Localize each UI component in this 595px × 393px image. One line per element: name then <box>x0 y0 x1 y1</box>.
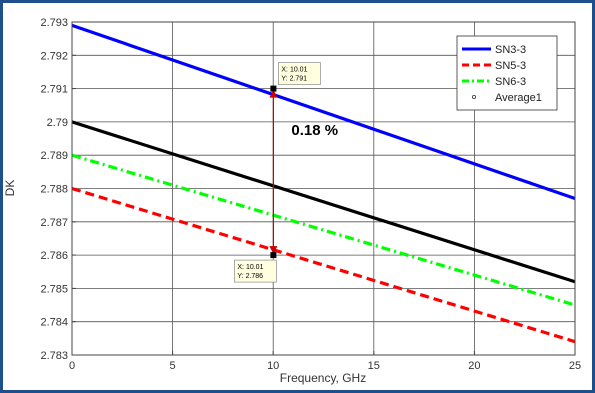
difference-label: 0.18 % <box>291 122 338 139</box>
x-tick-label: 25 <box>569 360 581 372</box>
series-line-average1 <box>71 120 576 284</box>
y-tick-label: 2.791 <box>40 84 68 96</box>
legend-label-sn5-3: SN5-3 <box>495 60 526 72</box>
y-tick-label: 2.786 <box>40 250 68 262</box>
legend: SN3-3 SN5-3 SN6-3 Average1 <box>456 35 558 111</box>
y-tick-label: 2.792 <box>40 50 68 62</box>
legend-marker-average1 <box>471 95 476 100</box>
datatip-bottom-line2: Y: 2.786 <box>237 273 263 280</box>
x-tick-label: 0 <box>69 360 75 372</box>
tick-labels: 0 5 10 15 20 25 2.783 2.784 2.785 2.786 2.787 2.788… <box>40 17 581 372</box>
x-tick-label: 20 <box>468 360 480 372</box>
y-tick-label: 2.789 <box>40 150 68 162</box>
y-tick-label: 2.788 <box>40 184 68 196</box>
legend-label-sn6-3: SN6-3 <box>495 76 526 88</box>
y-tick-label: 2.787 <box>40 217 68 229</box>
datatip-top-line2: Y: 2.791 <box>281 76 307 83</box>
legend-label-average1: Average1 <box>495 92 542 104</box>
difference-arrow-head-top <box>269 89 278 98</box>
y-tick-label: 2.793 <box>40 17 68 29</box>
legend-label-sn3-3: SN3-3 <box>495 44 526 56</box>
y-tick-label: 2.783 <box>40 350 68 362</box>
x-axis-label: Frequency, GHz <box>280 371 366 385</box>
x-tick-label: 5 <box>170 360 176 372</box>
series-line-sn3-3 <box>71 23 576 201</box>
series-line-sn5-3 <box>71 186 576 344</box>
difference-arrow-head-bottom <box>269 246 278 255</box>
y-axis-label: DK <box>3 180 17 197</box>
datatip-bottom-box <box>234 259 277 283</box>
datatip-marker-bottom <box>270 252 277 259</box>
annotations: X: 10.01 Y: 2.791 X: 10.01 Y: 2.786 0.18 % <box>234 62 338 283</box>
series-lines <box>71 23 576 344</box>
datatip-marker-top <box>270 85 277 92</box>
x-tick-label: 15 <box>368 360 380 372</box>
datatip-top-line1: X: 10.01 <box>281 67 307 74</box>
datatip-bottom-line1: X: 10.01 <box>237 264 263 271</box>
y-tick-label: 2.785 <box>40 283 68 295</box>
series-line-sn6-3 <box>71 153 576 307</box>
x-tick-label: 10 <box>267 360 279 372</box>
y-tick-label: 2.79 <box>47 117 68 129</box>
plot-area-border <box>71 21 576 356</box>
datatip-top-box <box>278 62 321 85</box>
y-tick-label: 2.784 <box>40 317 68 329</box>
